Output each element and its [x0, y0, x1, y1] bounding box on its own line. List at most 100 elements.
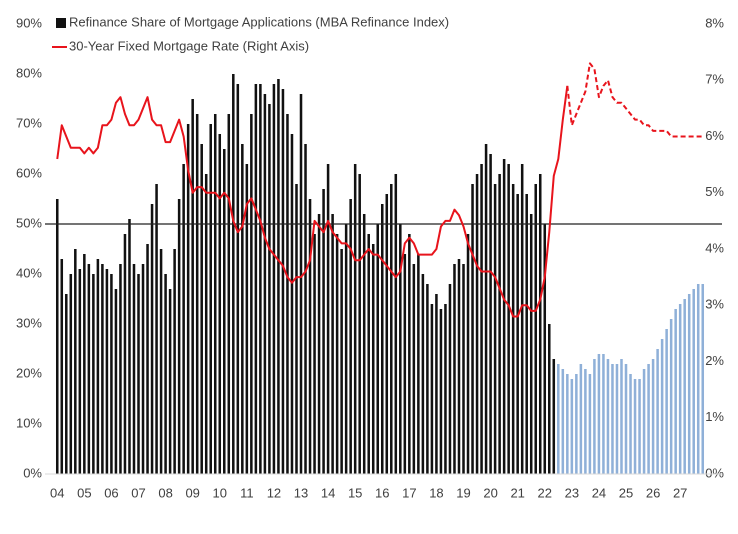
bar — [390, 184, 393, 474]
x-tick-label: 27 — [673, 485, 687, 500]
x-tick-label: 20 — [483, 485, 497, 500]
y-tick-label: 30% — [16, 315, 42, 330]
bar — [317, 214, 321, 474]
x-tick-label: 26 — [646, 485, 660, 500]
bar — [606, 359, 610, 474]
bar — [412, 264, 416, 474]
bar — [376, 224, 380, 474]
bar — [241, 144, 244, 474]
legend-label: 30-Year Fixed Mortgage Rate (Right Axis) — [69, 38, 309, 53]
bar — [638, 379, 641, 474]
y2-tick-label: 1% — [705, 409, 724, 424]
bar — [78, 269, 82, 474]
x-tick-label: 23 — [565, 485, 579, 500]
x-tick-label: 10 — [213, 485, 227, 500]
bar — [633, 379, 637, 474]
bar — [421, 274, 425, 474]
bar — [471, 184, 474, 474]
bar — [665, 329, 668, 474]
bar — [552, 359, 556, 474]
bar — [65, 294, 68, 474]
y2-tick-label: 2% — [705, 353, 724, 368]
bar — [195, 114, 199, 474]
bar — [457, 259, 461, 474]
y2-tick-label: 8% — [705, 15, 724, 30]
bar — [380, 204, 384, 474]
rate-line-forecast — [566, 62, 703, 138]
y-tick-label: 60% — [16, 165, 42, 180]
x-tick-label: 06 — [104, 485, 118, 500]
bar — [570, 379, 574, 474]
bar — [498, 174, 501, 474]
bar — [150, 204, 154, 474]
bar — [642, 369, 646, 474]
bar — [286, 114, 289, 474]
bar — [408, 234, 411, 474]
bar — [651, 359, 655, 474]
bar — [629, 374, 632, 474]
bar — [417, 254, 420, 474]
bar — [444, 304, 447, 474]
bar — [358, 174, 361, 474]
x-tick-label: 14 — [321, 485, 335, 500]
x-tick-label: 11 — [240, 485, 254, 500]
bar — [493, 184, 497, 474]
bar — [344, 224, 348, 474]
bar — [335, 234, 339, 474]
bar — [272, 84, 276, 474]
legend-label: Refinance Share of Mortgage Applications… — [69, 14, 449, 29]
bar — [426, 284, 429, 474]
bar — [254, 84, 258, 474]
bar — [615, 364, 619, 474]
bar — [331, 214, 334, 474]
bar — [218, 134, 222, 474]
bar — [326, 164, 330, 474]
bar — [611, 364, 614, 474]
bar — [484, 144, 488, 474]
x-tick-label: 17 — [402, 485, 416, 500]
x-tick-label: 13 — [294, 485, 308, 500]
x-tick-label: 18 — [429, 485, 443, 500]
bar — [236, 84, 240, 474]
bar — [660, 339, 664, 474]
bar — [403, 254, 407, 474]
bar — [602, 354, 605, 474]
bar — [538, 174, 542, 474]
bar — [462, 264, 465, 474]
bar — [191, 99, 194, 474]
y2-tick-label: 0% — [705, 465, 724, 480]
bar — [213, 114, 217, 474]
bar — [453, 264, 456, 474]
bar — [362, 214, 366, 474]
bar — [281, 89, 285, 474]
bar — [529, 214, 533, 474]
bar — [692, 289, 695, 474]
bar — [439, 309, 443, 474]
legend-swatch — [56, 18, 66, 28]
bar — [683, 299, 686, 474]
bar — [502, 159, 506, 474]
bar — [678, 304, 682, 474]
rate-line — [56, 85, 569, 318]
bar — [340, 249, 343, 474]
bar — [475, 174, 479, 474]
bar — [313, 234, 316, 474]
bar — [74, 249, 77, 474]
bar — [353, 164, 357, 474]
bar — [92, 274, 95, 474]
y-tick-label: 80% — [16, 65, 42, 80]
bar — [593, 359, 596, 474]
bar — [669, 319, 673, 474]
x-tick-label: 05 — [77, 485, 91, 500]
bar — [367, 234, 370, 474]
bar — [290, 134, 294, 474]
bar — [385, 194, 389, 474]
bar — [624, 364, 628, 474]
bar — [516, 194, 519, 474]
bar — [96, 259, 100, 474]
bar — [55, 199, 59, 474]
y-tick-label: 90% — [16, 15, 42, 30]
bar — [268, 104, 271, 474]
bar — [263, 94, 267, 474]
